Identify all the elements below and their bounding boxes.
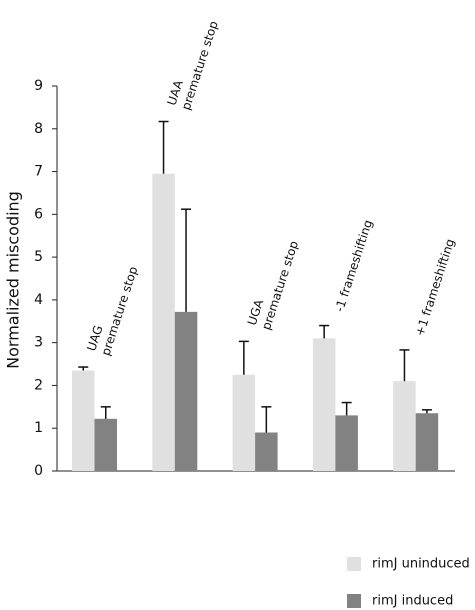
category-label: +1 frameshifting: [413, 237, 458, 338]
bar: [415, 413, 439, 471]
y-tick-label: 0: [34, 463, 43, 479]
category-label: -1 frameshifting: [332, 218, 375, 313]
y-tick-label: 6: [34, 206, 43, 222]
bar: [335, 415, 358, 471]
bar: [72, 370, 95, 471]
y-tick-label: 3: [34, 335, 43, 351]
legend-swatch: [347, 594, 361, 608]
y-tick-label: 1: [34, 420, 43, 436]
category-label: premature stop: [179, 19, 221, 112]
bar: [152, 173, 175, 471]
y-tick-label: 4: [34, 292, 43, 308]
y-axis-title: Normalized miscoding: [4, 191, 23, 369]
bar: [174, 311, 198, 471]
bar: [312, 338, 336, 471]
category-label: premature stop: [259, 239, 301, 332]
legend-label: rimJ induced: [372, 594, 453, 609]
y-tick-label: 8: [34, 121, 43, 137]
category-label: premature stop: [99, 265, 141, 358]
legend-label: rimJ uninduced: [372, 557, 470, 572]
y-tick-label: 2: [34, 377, 43, 393]
bar: [393, 381, 416, 471]
bar: [232, 374, 256, 471]
y-tick-label: 7: [34, 164, 43, 180]
legend-swatch: [347, 557, 361, 571]
bar: [94, 418, 117, 471]
bar: [255, 432, 278, 471]
y-tick-label: 5: [34, 249, 43, 265]
y-tick-label: 9: [34, 78, 43, 94]
